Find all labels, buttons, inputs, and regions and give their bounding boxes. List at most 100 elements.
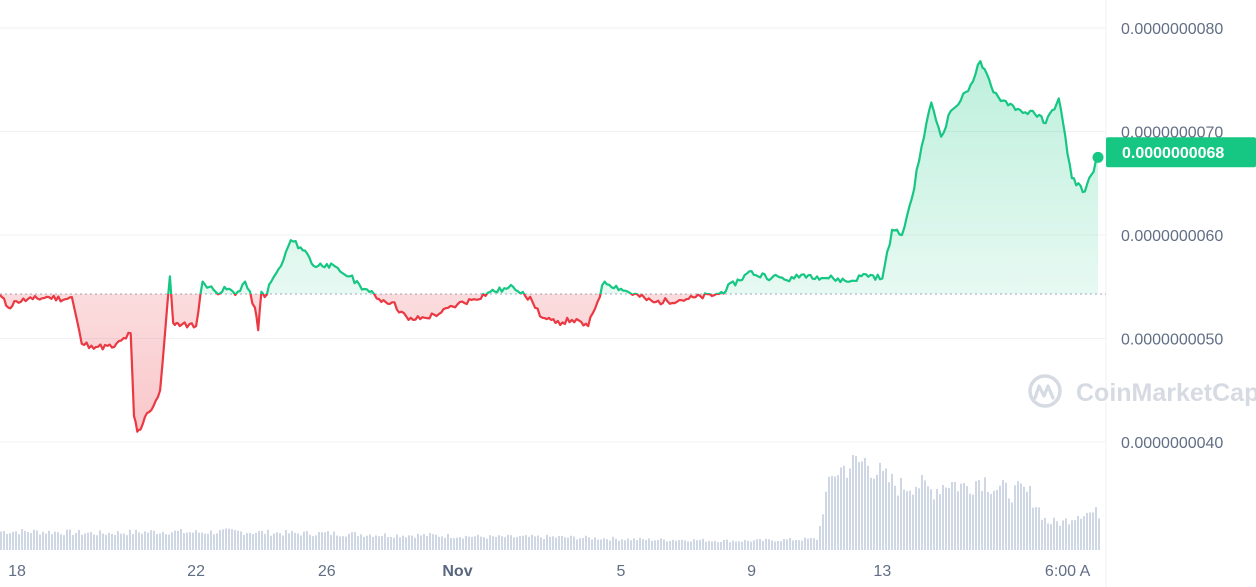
volume-bar bbox=[984, 477, 986, 550]
volume-bar bbox=[663, 539, 665, 550]
volume-bar bbox=[18, 534, 20, 550]
volume-bar bbox=[39, 534, 41, 550]
volume-bar bbox=[1077, 516, 1079, 550]
volume-bar bbox=[15, 531, 17, 550]
volume-bar bbox=[837, 475, 839, 550]
volume-bar bbox=[453, 538, 455, 550]
volume-bar bbox=[1026, 491, 1028, 550]
volume-bar bbox=[495, 537, 497, 550]
volume-bar bbox=[885, 468, 887, 550]
volume-bar bbox=[873, 478, 875, 550]
volume-bar bbox=[336, 535, 338, 550]
volume-bar bbox=[378, 536, 380, 550]
coinmarketcap-logo-icon bbox=[1028, 374, 1062, 408]
volume-bar bbox=[1023, 486, 1025, 550]
volume-bar bbox=[1044, 517, 1046, 550]
volume-bar bbox=[12, 531, 14, 550]
volume-bar bbox=[933, 499, 935, 550]
volume-bar bbox=[135, 529, 137, 550]
volume-bar bbox=[435, 534, 437, 550]
volume-bar bbox=[858, 462, 860, 550]
volume-bar bbox=[777, 541, 779, 550]
volume-bar bbox=[606, 539, 608, 550]
volume-bar bbox=[843, 465, 845, 550]
volume-bar bbox=[657, 540, 659, 550]
volume-bar bbox=[897, 495, 899, 550]
volume-bar bbox=[672, 539, 674, 550]
volume-bar bbox=[573, 536, 575, 550]
volume-bar bbox=[774, 541, 776, 550]
volume-bar bbox=[363, 536, 365, 550]
volume-bar bbox=[48, 530, 50, 550]
volume-bar bbox=[351, 532, 353, 550]
volume-bar bbox=[426, 536, 428, 550]
volume-bar bbox=[576, 539, 578, 550]
volume-bar bbox=[309, 534, 311, 550]
volume-bar bbox=[990, 494, 992, 550]
volume-bar bbox=[306, 530, 308, 550]
volume-bar bbox=[540, 537, 542, 550]
volume-bar bbox=[465, 535, 467, 550]
volume-bar bbox=[129, 529, 131, 550]
volume-bar bbox=[954, 481, 956, 550]
volume-bar bbox=[864, 458, 866, 550]
volume-bar bbox=[741, 541, 743, 550]
volume-bar bbox=[747, 540, 749, 550]
volume-bar bbox=[273, 533, 275, 550]
volume-bar bbox=[1005, 482, 1007, 550]
x-tick-label: 22 bbox=[187, 563, 205, 580]
volume-bar bbox=[207, 533, 209, 550]
volume-bar bbox=[300, 535, 302, 550]
volume-bar bbox=[927, 486, 929, 550]
volume-bar bbox=[168, 534, 170, 550]
volume-bar bbox=[1050, 524, 1052, 550]
volume-bar bbox=[978, 480, 980, 550]
volume-bar bbox=[639, 537, 641, 550]
volume-bar bbox=[921, 475, 923, 550]
volume-bar bbox=[117, 531, 119, 550]
volume-bar bbox=[528, 536, 530, 550]
price-line-up bbox=[167, 60, 1099, 294]
volume-bar bbox=[441, 536, 443, 550]
volume-bar bbox=[357, 536, 359, 550]
volume-bars bbox=[0, 455, 1100, 550]
volume-bar bbox=[780, 541, 782, 550]
price-area bbox=[0, 61, 1098, 432]
volume-bar bbox=[444, 537, 446, 550]
volume-bar bbox=[660, 538, 662, 550]
volume-bar bbox=[387, 536, 389, 550]
volume-bar bbox=[633, 538, 635, 550]
volume-bar bbox=[285, 530, 287, 550]
volume-bar bbox=[165, 534, 167, 550]
volume-bar bbox=[159, 533, 161, 550]
volume-bar bbox=[681, 539, 683, 550]
coinmarketcap-watermark: CoinMarketCap bbox=[1028, 374, 1256, 408]
volume-bar bbox=[474, 536, 476, 550]
volume-bar bbox=[318, 532, 320, 550]
volume-bar bbox=[252, 533, 254, 550]
volume-bar bbox=[9, 533, 11, 550]
volume-bar bbox=[54, 531, 56, 550]
volume-bar bbox=[24, 530, 26, 550]
volume-bar bbox=[543, 539, 545, 550]
volume-bar bbox=[888, 482, 890, 550]
volume-bar bbox=[405, 537, 407, 550]
volume-bar bbox=[150, 530, 152, 550]
volume-bar bbox=[666, 541, 668, 550]
volume-bar bbox=[582, 537, 584, 550]
volume-bar bbox=[330, 535, 332, 550]
volume-bar bbox=[801, 540, 803, 550]
volume-bar bbox=[468, 536, 470, 550]
volume-bar bbox=[744, 539, 746, 550]
volume-bar bbox=[732, 540, 734, 550]
volume-bar bbox=[369, 534, 371, 550]
volume-bar bbox=[645, 539, 647, 550]
volume-bar bbox=[849, 468, 851, 550]
volume-bar bbox=[90, 532, 92, 550]
volume-bar bbox=[942, 485, 944, 550]
volume-bar bbox=[225, 528, 227, 550]
volume-bar bbox=[852, 455, 854, 550]
volume-bar bbox=[33, 529, 35, 550]
